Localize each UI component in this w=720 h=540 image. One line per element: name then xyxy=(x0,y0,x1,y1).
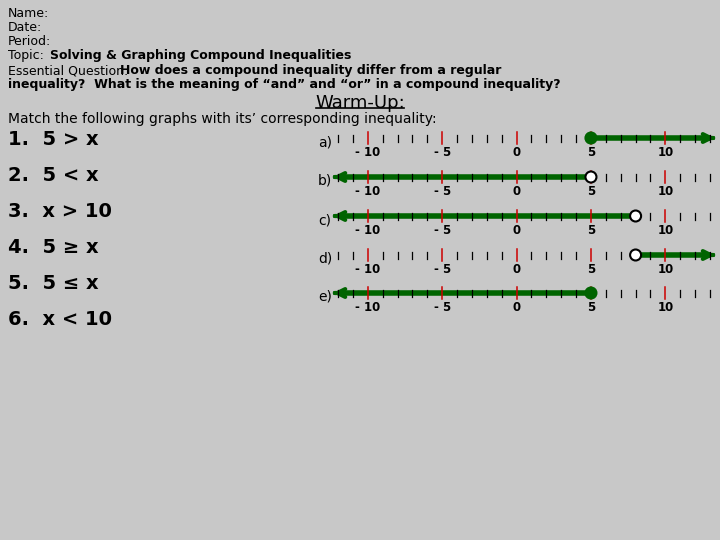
Text: 4.  5 ≥ x: 4. 5 ≥ x xyxy=(8,238,99,257)
Text: - 5: - 5 xyxy=(433,301,451,314)
Text: - 10: - 10 xyxy=(355,185,380,198)
Text: 10: 10 xyxy=(657,146,673,159)
Text: 10: 10 xyxy=(657,263,673,276)
Text: 0: 0 xyxy=(513,301,521,314)
Circle shape xyxy=(585,132,596,144)
Text: Essential Question:: Essential Question: xyxy=(8,64,132,77)
Text: Period:: Period: xyxy=(8,35,51,48)
Text: - 10: - 10 xyxy=(355,224,380,237)
Text: 5: 5 xyxy=(587,224,595,237)
Text: - 10: - 10 xyxy=(355,301,380,314)
Circle shape xyxy=(630,249,641,260)
Text: - 10: - 10 xyxy=(355,146,380,159)
Text: 5: 5 xyxy=(587,185,595,198)
Text: 2.  5 < x: 2. 5 < x xyxy=(8,166,99,185)
Text: Topic:: Topic: xyxy=(8,49,52,62)
Text: b): b) xyxy=(318,174,332,188)
Text: 0: 0 xyxy=(513,224,521,237)
Text: 0: 0 xyxy=(513,263,521,276)
Circle shape xyxy=(585,172,596,183)
Text: Warm-Up:: Warm-Up: xyxy=(315,94,405,112)
Text: 10: 10 xyxy=(657,224,673,237)
Circle shape xyxy=(585,287,596,299)
Text: e): e) xyxy=(318,290,332,304)
Text: Date:: Date: xyxy=(8,21,42,34)
Text: 10: 10 xyxy=(657,301,673,314)
Text: 5: 5 xyxy=(587,301,595,314)
Text: 5: 5 xyxy=(587,146,595,159)
Text: inequality?  What is the meaning of “and” and “or” in a compound inequality?: inequality? What is the meaning of “and”… xyxy=(8,78,561,91)
Text: - 5: - 5 xyxy=(433,146,451,159)
Text: How does a compound inequality differ from a regular: How does a compound inequality differ fr… xyxy=(120,64,501,77)
Text: - 10: - 10 xyxy=(355,263,380,276)
Text: Name:: Name: xyxy=(8,7,49,20)
Text: d): d) xyxy=(318,252,332,266)
Text: a): a) xyxy=(318,135,332,149)
Text: 0: 0 xyxy=(513,185,521,198)
Text: Solving & Graphing Compound Inequalities: Solving & Graphing Compound Inequalities xyxy=(50,49,351,62)
Text: 5.  5 ≤ x: 5. 5 ≤ x xyxy=(8,274,99,293)
Text: 0: 0 xyxy=(513,146,521,159)
Circle shape xyxy=(630,211,641,221)
Text: 5: 5 xyxy=(587,263,595,276)
Text: 10: 10 xyxy=(657,185,673,198)
Text: 1.  5 > x: 1. 5 > x xyxy=(8,130,99,149)
Text: - 5: - 5 xyxy=(433,263,451,276)
Text: - 5: - 5 xyxy=(433,224,451,237)
Text: 3.  x > 10: 3. x > 10 xyxy=(8,202,112,221)
Text: - 5: - 5 xyxy=(433,185,451,198)
Text: Match the following graphs with its’ corresponding inequality:: Match the following graphs with its’ cor… xyxy=(8,112,436,126)
Text: c): c) xyxy=(318,213,331,227)
Text: 6.  x < 10: 6. x < 10 xyxy=(8,310,112,329)
